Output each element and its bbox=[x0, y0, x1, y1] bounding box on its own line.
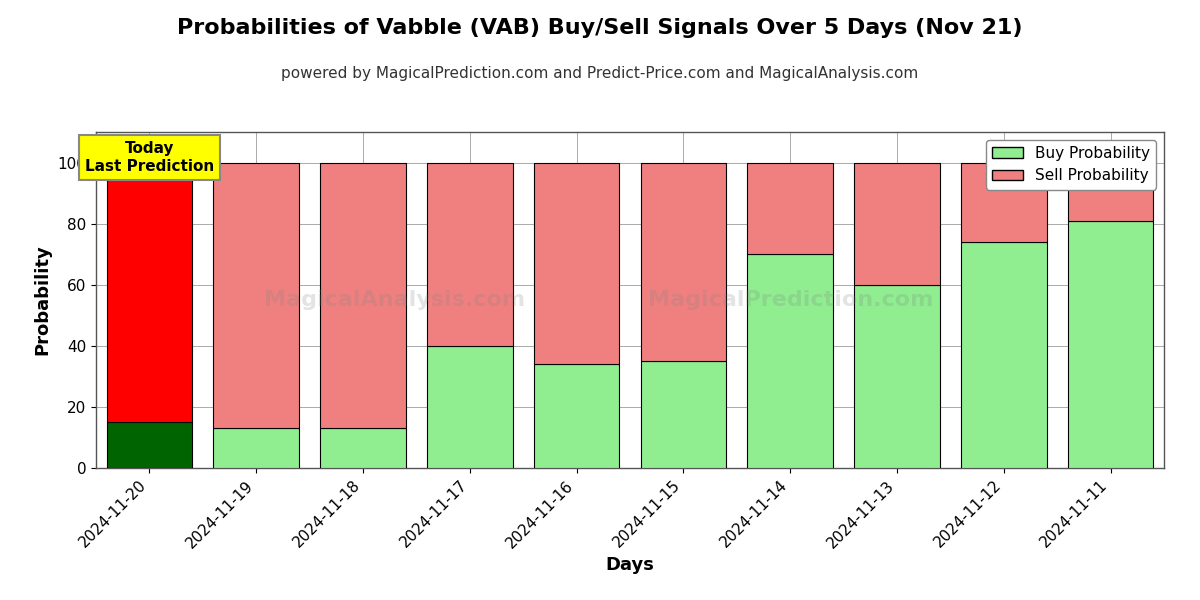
Text: MagicalPrediction.com: MagicalPrediction.com bbox=[648, 290, 932, 310]
Bar bbox=[854, 285, 940, 468]
Bar bbox=[961, 163, 1046, 242]
Bar bbox=[427, 163, 512, 346]
Bar bbox=[854, 163, 940, 285]
Bar bbox=[961, 242, 1046, 468]
Bar bbox=[534, 364, 619, 468]
Text: MagicalAnalysis.com: MagicalAnalysis.com bbox=[264, 290, 526, 310]
Text: Today
Last Prediction: Today Last Prediction bbox=[85, 141, 214, 173]
Bar bbox=[320, 163, 406, 428]
Y-axis label: Probability: Probability bbox=[34, 245, 52, 355]
Bar bbox=[214, 163, 299, 428]
Bar bbox=[641, 361, 726, 468]
Bar bbox=[534, 163, 619, 364]
Bar bbox=[107, 163, 192, 422]
Bar bbox=[427, 346, 512, 468]
Bar bbox=[214, 428, 299, 468]
Bar bbox=[1068, 163, 1153, 221]
Text: Probabilities of Vabble (VAB) Buy/Sell Signals Over 5 Days (Nov 21): Probabilities of Vabble (VAB) Buy/Sell S… bbox=[178, 18, 1022, 38]
Text: powered by MagicalPrediction.com and Predict-Price.com and MagicalAnalysis.com: powered by MagicalPrediction.com and Pre… bbox=[281, 66, 919, 81]
X-axis label: Days: Days bbox=[606, 556, 654, 574]
Bar bbox=[107, 422, 192, 468]
Bar bbox=[1068, 221, 1153, 468]
Bar bbox=[641, 163, 726, 361]
Bar bbox=[320, 428, 406, 468]
Bar bbox=[748, 163, 833, 254]
Legend: Buy Probability, Sell Probability: Buy Probability, Sell Probability bbox=[986, 140, 1157, 190]
Bar bbox=[748, 254, 833, 468]
